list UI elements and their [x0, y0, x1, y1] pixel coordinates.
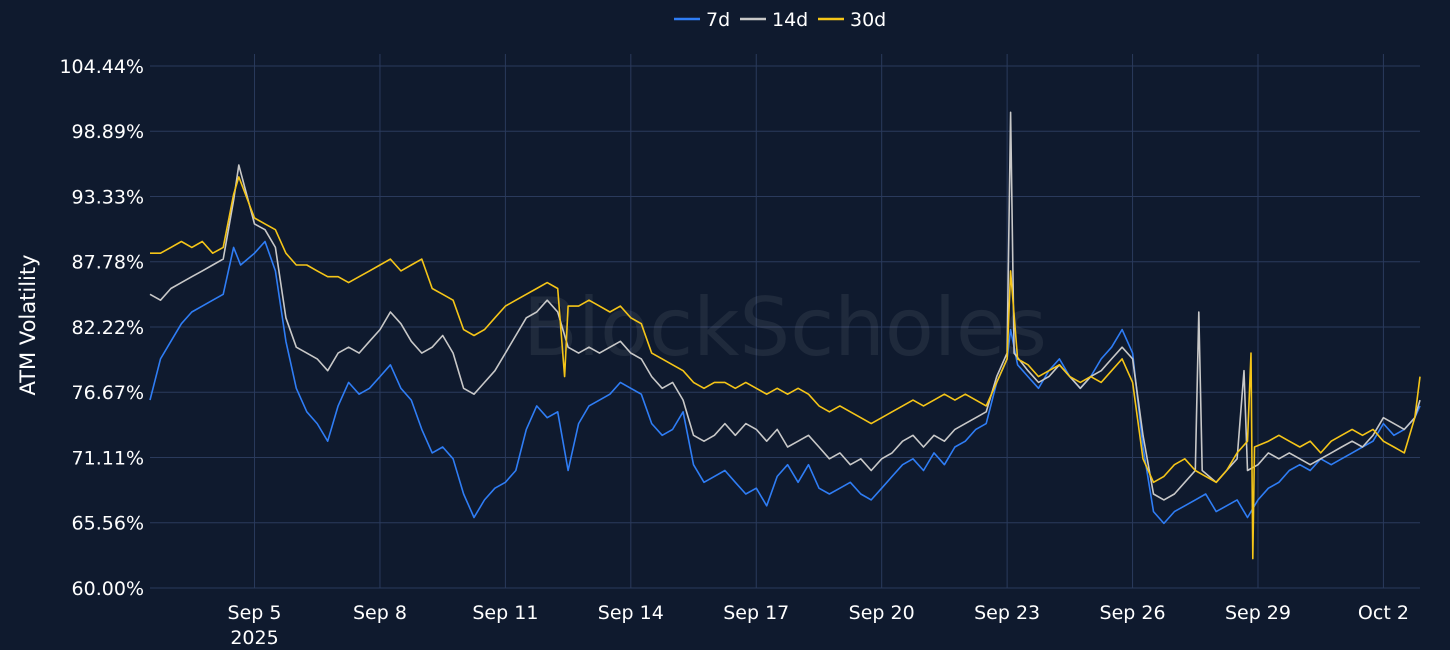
series-lines — [149, 111, 1421, 560]
watermark-text: BlockScholes — [523, 281, 1047, 374]
y-tick-label: 76.67% — [72, 382, 144, 404]
y-tick-label: 65.56% — [72, 513, 144, 535]
x-tick-label: Sep 20 — [849, 602, 915, 624]
y-tick-label: 87.78% — [72, 252, 144, 274]
y-tick-label: 98.89% — [72, 121, 144, 143]
x-tick-label: Sep 8 — [353, 602, 407, 624]
x-tick-label: Sep 23 — [974, 602, 1040, 624]
y-axis: 60.00% 65.56% 71.11% 76.67% 82.22% 87.78% 93.3… — [59, 56, 144, 600]
x-tick-label: Sep 11 — [472, 602, 538, 624]
x-tick-label: Sep 5 — [228, 602, 282, 624]
legend-label: 14d — [772, 9, 808, 31]
x-tick-label: Sep 29 — [1225, 602, 1291, 624]
y-axis-title: ATM Volatility — [16, 254, 40, 395]
x-tick-label: Sep 14 — [598, 602, 664, 624]
x-axis: Sep 5 2025 Sep 8 Sep 11 Sep 14 Sep 17 Sep 20 Se… — [228, 602, 1409, 649]
x-tick-label: Sep 26 — [1100, 602, 1166, 624]
y-tick-label: 82.22% — [72, 317, 144, 339]
legend-label: 7d — [706, 9, 730, 31]
y-tick-label: 104.44% — [59, 56, 144, 78]
legend: 7d 14d 30d — [674, 9, 886, 31]
legend-label: 30d — [850, 9, 886, 31]
series-line-30d — [150, 176, 1421, 560]
y-tick-label: 60.00% — [72, 578, 144, 600]
x-tick-label: Sep 17 — [723, 602, 789, 624]
grid — [150, 54, 1420, 589]
x-tick-sublabel: 2025 — [230, 627, 278, 649]
y-tick-label: 93.33% — [72, 187, 144, 209]
series-line-7d — [149, 240, 1421, 525]
y-tick-label: 71.11% — [72, 448, 144, 470]
x-tick-label: Oct 2 — [1358, 602, 1409, 624]
